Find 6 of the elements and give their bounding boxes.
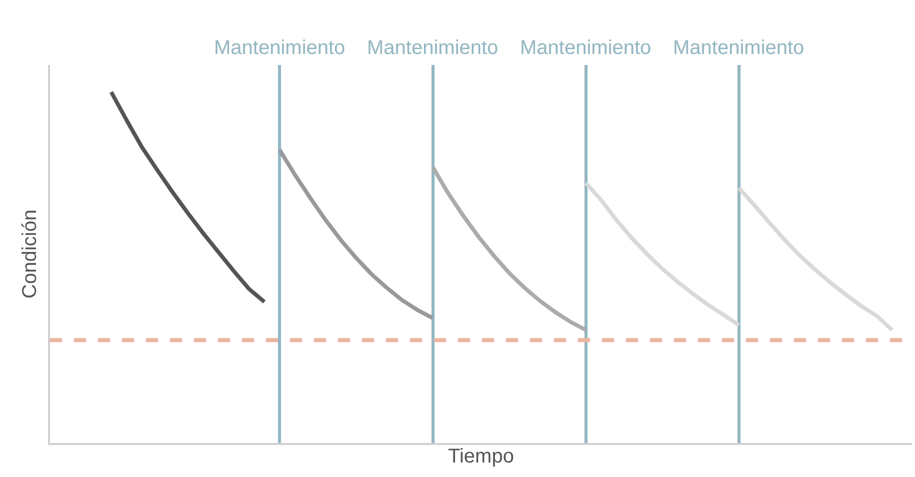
text: Mantenimiento: [673, 37, 804, 59]
y-axis-title: Condición: [19, 210, 41, 298]
text: Mantenimiento: [520, 37, 652, 59]
text: Mantenimiento: [214, 37, 346, 59]
x-axis-title: Tiempo: [448, 445, 514, 468]
text: Mantenimiento: [367, 37, 498, 59]
